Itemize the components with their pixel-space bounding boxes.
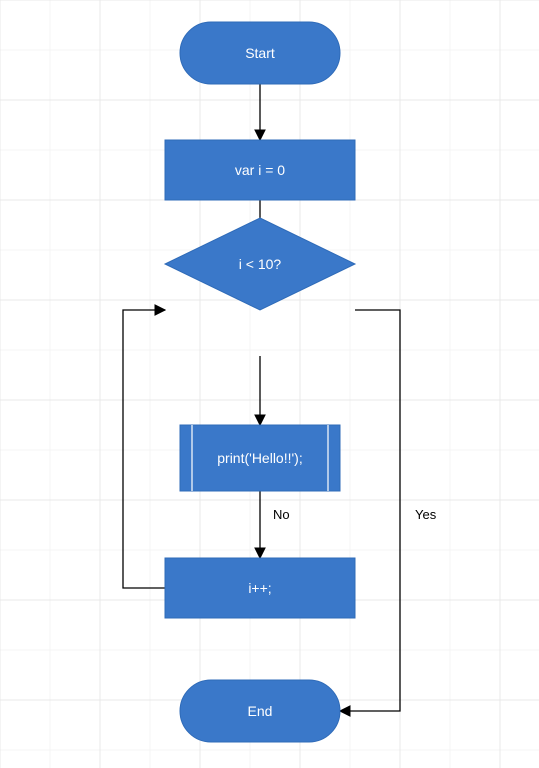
node-decision-label: i < 10? xyxy=(239,256,282,272)
edge-label-e6: Yes xyxy=(415,507,437,522)
node-inc-label: i++; xyxy=(248,580,271,596)
node-start-label: Start xyxy=(245,45,275,61)
flowchart-canvas: No Yes Start var i = 0 i < 10? print('Hello!!… xyxy=(0,0,539,768)
node-end-label: End xyxy=(248,703,273,719)
node-print-label: print('Hello!!'); xyxy=(217,450,302,466)
edge-label-e4: No xyxy=(273,507,290,522)
node-init-label: var i = 0 xyxy=(235,162,285,178)
